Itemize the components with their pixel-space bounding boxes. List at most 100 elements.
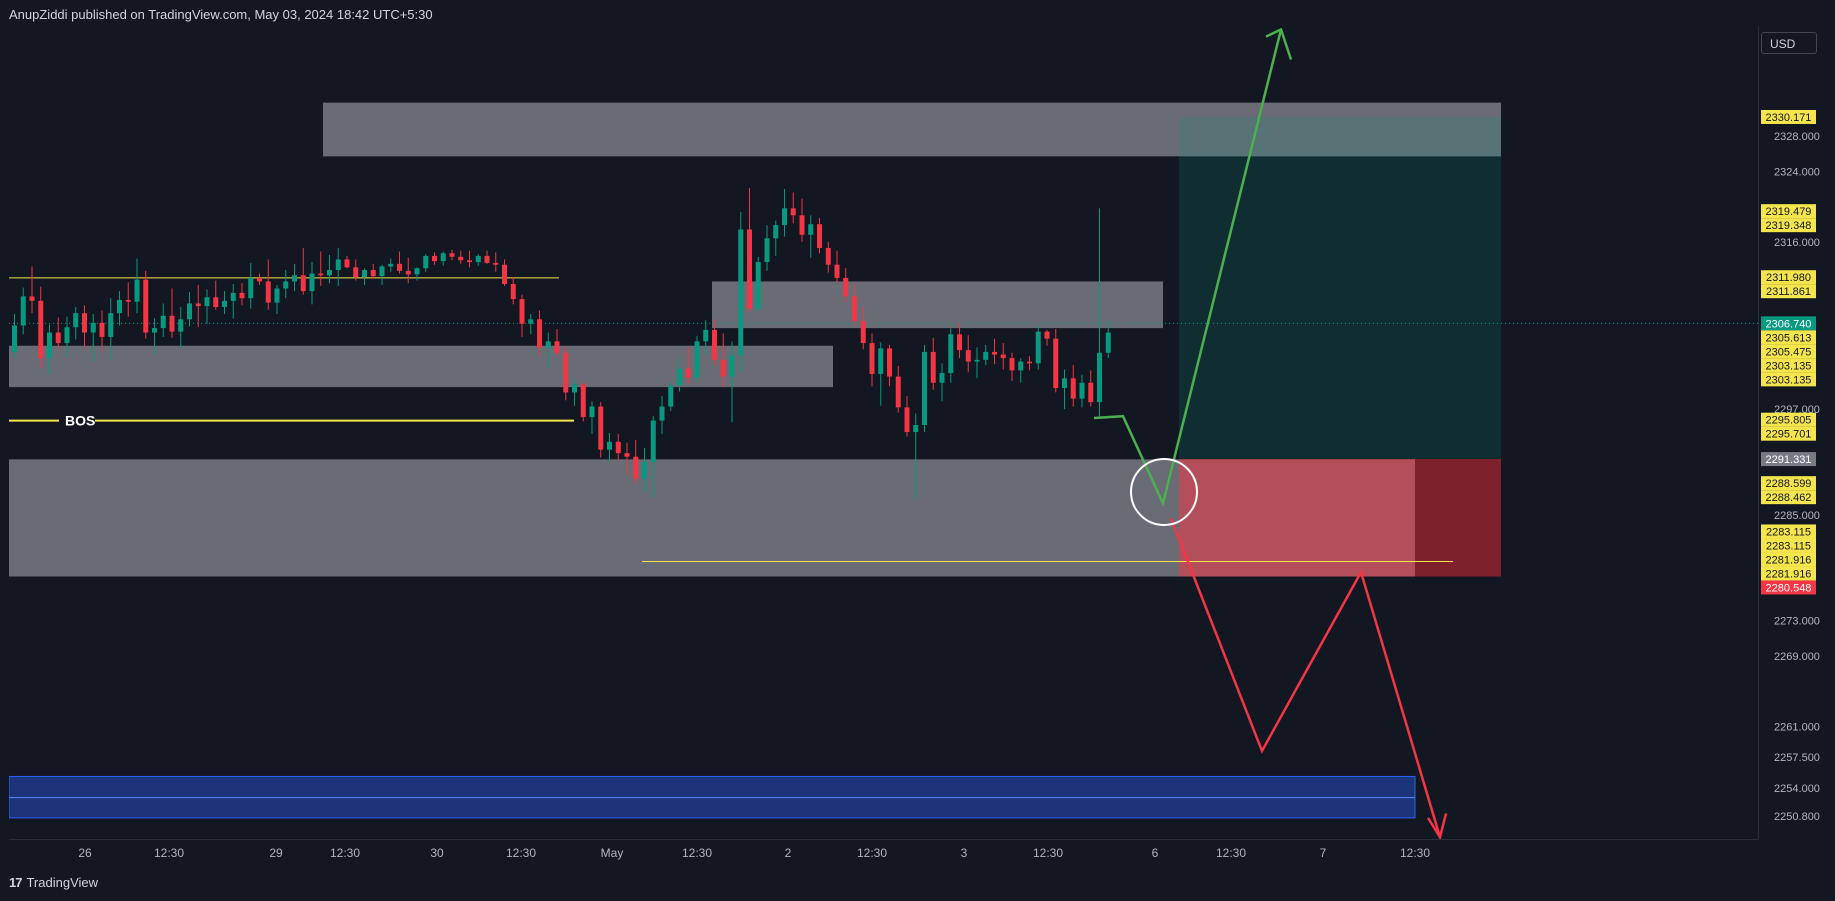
price-label-box: [1761, 109, 1816, 124]
bos-label: BOS: [65, 413, 95, 429]
candle-body: [694, 341, 700, 378]
candle-body: [913, 425, 919, 433]
candle-body: [458, 256, 464, 261]
candle-body: [860, 321, 866, 344]
candle-body: [230, 292, 236, 301]
candle-body: [502, 264, 507, 285]
candle-body: [528, 319, 534, 324]
candle-body: [125, 299, 131, 302]
candle-body: [248, 277, 254, 299]
price-label-box: [1761, 490, 1816, 505]
candle-body: [195, 303, 201, 307]
tradingview-logo-icon: 17: [9, 875, 23, 890]
price-tick-label: 2285.000: [1774, 510, 1820, 522]
candle-body: [720, 359, 726, 377]
candle-body: [572, 384, 577, 393]
price-label-text: 2291.331: [1766, 454, 1812, 466]
candle-body: [440, 253, 446, 262]
currency-button[interactable]: USD: [1761, 32, 1817, 54]
candle-body: [327, 269, 332, 276]
candle-body: [29, 296, 35, 301]
candle-body: [808, 224, 814, 235]
time-tick-label: May: [601, 846, 624, 860]
candle-body: [152, 328, 157, 333]
price-tick-label: 2269.000: [1774, 651, 1820, 663]
candle-body: [738, 229, 744, 356]
candle-body: [309, 273, 315, 292]
candle-body: [362, 269, 367, 278]
candle-body: [545, 341, 551, 348]
candle-body: [519, 299, 525, 324]
candle-body: [895, 376, 901, 408]
supply-demand-zone: [9, 345, 833, 388]
candle-body: [467, 260, 472, 263]
price-label-box: [1761, 566, 1816, 581]
supply-demand-zone: [712, 281, 1163, 329]
candle-body: [563, 352, 569, 393]
candle-body: [397, 263, 402, 271]
candle-body: [55, 332, 61, 344]
candle-body: [843, 277, 849, 297]
candle-body: [239, 292, 245, 299]
candle-body: [773, 225, 779, 239]
candle-body: [405, 270, 411, 275]
time-tick-label: 7: [1320, 846, 1327, 860]
candle-body: [922, 351, 927, 426]
candle-body: [1009, 358, 1015, 371]
candle-body: [633, 456, 639, 479]
price-tick-label: 2328.000: [1774, 131, 1820, 143]
price-label-box: [1761, 372, 1816, 387]
candle-body: [554, 341, 560, 353]
candle-body: [957, 334, 962, 351]
candle-body: [729, 355, 735, 377]
chart-pane[interactable]: BOS: [9, 26, 1758, 839]
price-chart[interactable]: BOS: [9, 26, 1758, 839]
candle-body: [834, 264, 840, 278]
bearish-arrow-head: [1426, 813, 1448, 839]
time-tick-label: 26: [78, 846, 92, 860]
price-label-box: [1761, 316, 1816, 331]
time-tick-label: 12:30: [330, 846, 360, 860]
candle-body: [388, 263, 394, 267]
price-label-text: 2319.479: [1766, 206, 1812, 218]
candle-body: [134, 279, 140, 302]
time-tick-label: 12:30: [506, 846, 536, 860]
candle-body: [117, 299, 122, 314]
candle-body: [685, 368, 691, 378]
candle-body: [1062, 378, 1067, 389]
candle-body: [160, 315, 166, 329]
candle-body: [38, 300, 44, 359]
price-label-box: [1761, 452, 1816, 467]
time-tick-label: 12:30: [1033, 846, 1063, 860]
price-label-box: [1761, 580, 1816, 595]
candle-body: [187, 303, 192, 320]
price-axis[interactable]: 2328.000 2324.000 2316.000 2297.000 2285.000…: [1758, 26, 1835, 839]
candle-body: [300, 275, 306, 292]
candle-body: [423, 255, 429, 269]
price-label-text: 2305.475: [1766, 346, 1812, 358]
candle-body: [82, 313, 87, 333]
candle-body: [764, 238, 770, 263]
price-label-box: [1761, 538, 1816, 553]
candle-body: [178, 319, 184, 332]
price-label-text: 2295.805: [1766, 415, 1812, 427]
candle-body: [292, 275, 297, 282]
candle-body: [1027, 361, 1032, 364]
candle-body: [432, 255, 437, 262]
candle-body: [974, 359, 980, 362]
price-label-box: [1761, 476, 1816, 491]
time-axis[interactable]: 26 12:30 29 12:30 30 12:30 May 12:30 2 12:30 3 12:3…: [9, 839, 1758, 866]
price-label-text: 2281.916: [1766, 568, 1812, 580]
supply-demand-zone: [323, 102, 1501, 157]
candle-body: [143, 279, 149, 333]
candle-body: [47, 332, 52, 359]
candle-body: [484, 255, 490, 263]
price-label-text: 2280.548: [1766, 582, 1812, 594]
candle-body: [887, 348, 892, 377]
brand-name: TradingView: [26, 875, 99, 890]
candle-body: [108, 313, 114, 337]
price-label-box: [1761, 344, 1816, 359]
footer-branding: 17 TradingView: [9, 875, 98, 890]
price-tick-label: 2261.000: [1774, 721, 1820, 733]
candle-body: [904, 407, 910, 433]
